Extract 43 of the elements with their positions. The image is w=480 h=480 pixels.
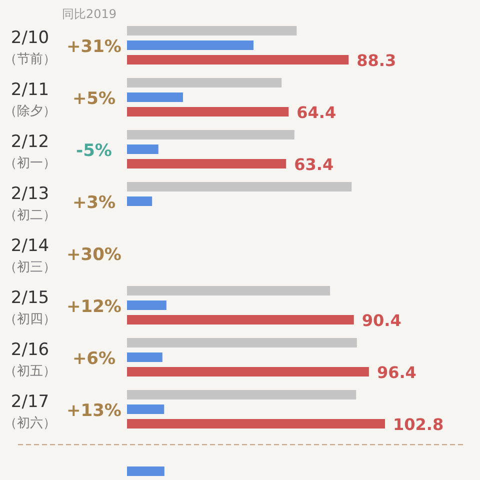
y-tick-label: 2/15 （初四） [4, 288, 56, 327]
data-label: 90.4 [362, 311, 402, 330]
bar [127, 404, 164, 414]
text: +31% [66, 37, 122, 57]
bar [127, 338, 357, 348]
data-label: 88.3 [356, 51, 396, 70]
text: +6% [72, 349, 116, 369]
bar [127, 92, 183, 102]
text: +12% [66, 297, 122, 317]
bar [127, 352, 162, 362]
bar [127, 26, 297, 36]
bar [127, 390, 356, 400]
bar [127, 107, 289, 116]
bar [127, 300, 166, 310]
y-tick-label: 2/16 （初五） [4, 340, 56, 379]
chart-subtitle: 同比2019 [62, 7, 117, 21]
bar [127, 286, 330, 296]
y-tick-label: 2/13 （初二） [4, 184, 56, 223]
bar [127, 367, 369, 376]
text: +30% [66, 245, 122, 265]
bar [127, 78, 282, 88]
bar [127, 196, 152, 206]
data-label: 96.4 [376, 363, 416, 382]
y-tick-label: 2/12 （初一） [4, 132, 56, 171]
bar [127, 159, 286, 168]
bar [127, 40, 254, 50]
text: +3% [72, 193, 116, 213]
text: -5% [76, 141, 112, 161]
text: +5% [72, 89, 116, 109]
bar [127, 182, 352, 192]
text: +13% [66, 401, 122, 421]
bar [127, 55, 349, 64]
bar [127, 144, 158, 154]
y-tick-label: 2/17 （初六） [4, 392, 56, 431]
y-tick-label: 2/11 （除夕） [4, 80, 56, 119]
data-label: 102.8 [393, 415, 444, 434]
bar [127, 130, 294, 140]
y-tick-label: 2/10 （节前） [4, 28, 56, 67]
y-tick-label: 2/14 （初三） [4, 236, 56, 275]
data-label: 64.4 [296, 103, 336, 122]
bar [127, 419, 385, 428]
bar [127, 315, 354, 324]
data-label: 63.4 [294, 155, 334, 174]
